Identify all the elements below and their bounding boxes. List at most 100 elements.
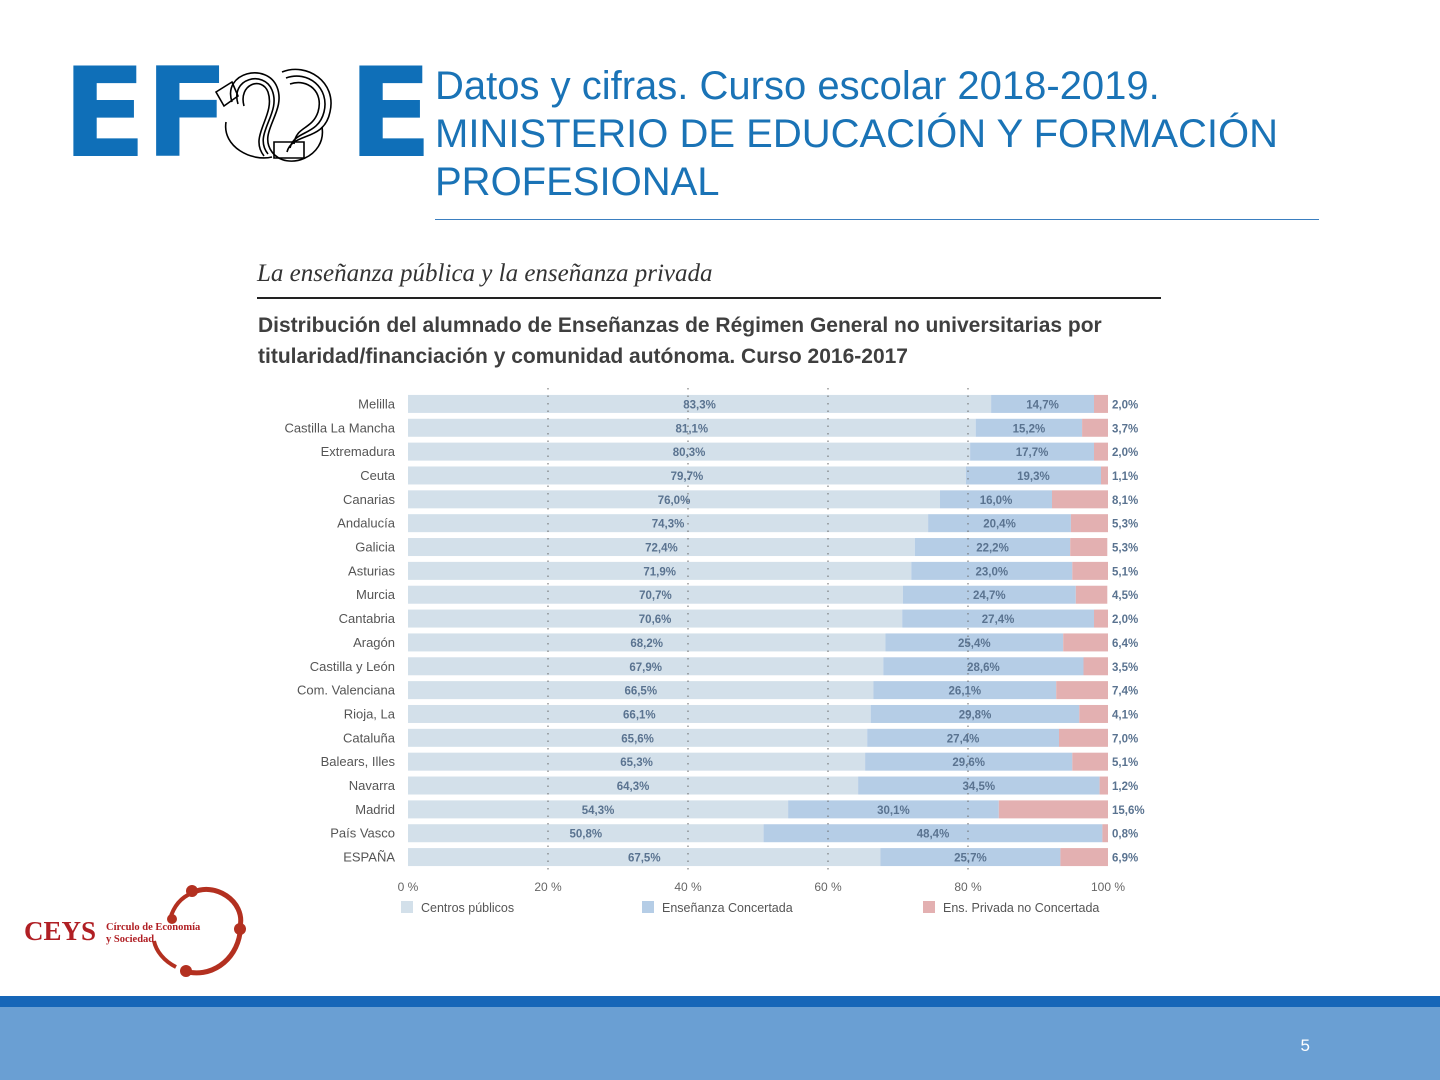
data-label: 1,2% [1112, 781, 1138, 793]
bar-segment [408, 848, 881, 867]
data-label: 7,0% [1112, 733, 1138, 745]
bar-segment [1056, 681, 1108, 700]
bar-segment [1060, 848, 1108, 867]
section-title: La enseñanza pública y la enseñanza priv… [257, 260, 713, 287]
bar-segment [975, 418, 1083, 437]
category-label: Balears, Illes [321, 754, 396, 769]
data-label: 66,1% [623, 709, 656, 721]
bar-segment [998, 800, 1108, 819]
data-label: 14,7% [1026, 399, 1059, 411]
header-divider [435, 219, 1319, 220]
x-tick-label: 20 % [534, 880, 562, 894]
data-label: 67,9% [629, 662, 662, 674]
category-label: Cataluña [343, 730, 396, 745]
bar-segment [408, 585, 903, 604]
page-number: 5 [1300, 1036, 1310, 1055]
ceys-subtitle-1: Círculo de Economía [106, 922, 201, 933]
x-tick-label: 60 % [814, 880, 842, 894]
data-label: 79,7% [671, 471, 704, 483]
category-label: Ceuta [360, 468, 395, 483]
bar-segment [408, 776, 859, 795]
bar-segment [408, 538, 915, 557]
legend-label: Enseñanza Concertada [662, 901, 793, 915]
category-label: Com. Valenciana [297, 683, 396, 698]
bar-segment [408, 752, 866, 771]
category-label: Melilla [358, 396, 396, 411]
data-label: 2,0% [1112, 447, 1138, 459]
bar-segment [883, 657, 1084, 676]
bar-segment [865, 752, 1073, 771]
bar-segment [408, 800, 789, 819]
x-tick-label: 100 % [1091, 880, 1125, 894]
x-tick-label: 80 % [954, 880, 982, 894]
bar-segment [885, 633, 1064, 652]
bar-segment [1063, 633, 1108, 652]
data-label: 48,4% [917, 829, 950, 841]
data-label: 50,8% [569, 829, 602, 841]
footer-band [0, 996, 1440, 1080]
data-label: 70,6% [639, 614, 672, 626]
category-label: Extremadura [321, 444, 396, 459]
bar-segment [880, 848, 1061, 867]
bar-segment [991, 394, 1094, 413]
bar-segment [1094, 442, 1108, 461]
data-label: 65,6% [621, 733, 654, 745]
data-label: 4,1% [1112, 709, 1138, 721]
data-label: 1,1% [1112, 471, 1138, 483]
bar-segment [408, 633, 886, 652]
data-label: 3,5% [1112, 662, 1138, 674]
data-label: 5,3% [1112, 543, 1138, 555]
bar-segment [870, 704, 1080, 723]
data-label: 67,5% [628, 853, 661, 865]
data-label: 70,7% [639, 590, 672, 602]
data-label: 29,6% [952, 757, 985, 769]
logo-text-e: E [348, 42, 433, 186]
bar-segment [1072, 752, 1108, 771]
data-label: 17,7% [1016, 447, 1049, 459]
logo-text-ef: EF [62, 42, 229, 186]
section-divider [257, 297, 1161, 299]
data-label: 68,2% [630, 638, 663, 650]
data-label: 19,3% [1017, 471, 1050, 483]
legend-swatch [401, 901, 413, 913]
bar-segment [1094, 609, 1108, 628]
efqe-logo: EF E [62, 44, 433, 184]
bar-segment [1083, 657, 1108, 676]
bar-segment [858, 776, 1100, 795]
x-tick-label: 40 % [674, 880, 702, 894]
data-label: 25,4% [958, 638, 991, 650]
category-label: Castilla La Mancha [284, 420, 395, 435]
data-label: 34,5% [963, 781, 996, 793]
bar-segment [408, 657, 884, 676]
data-label: 29,8% [959, 709, 992, 721]
bar-segment [1079, 704, 1108, 723]
data-label: 2,0% [1112, 399, 1138, 411]
category-label: Navarra [349, 778, 396, 793]
category-label: Aragón [353, 635, 395, 650]
data-label: 71,9% [643, 566, 676, 578]
bar-segment [408, 681, 874, 700]
bar-segment [965, 466, 1101, 485]
data-label: 2,0% [1112, 614, 1138, 626]
category-label: Murcia [356, 587, 396, 602]
data-label: 76,0% [658, 495, 691, 507]
footer-stripe [0, 996, 1440, 1007]
data-label: 20,4% [983, 519, 1016, 531]
category-label: Andalucía [337, 516, 396, 531]
data-label: 25,7% [954, 853, 987, 865]
bar-segment [408, 466, 966, 485]
bar-segment [911, 561, 1073, 580]
bar-segment [1075, 585, 1108, 604]
data-label: 16,0% [980, 495, 1013, 507]
data-label: 7,4% [1112, 686, 1138, 698]
data-label: 30,1% [877, 805, 910, 817]
data-label: 23,0% [975, 566, 1008, 578]
category-label: ESPAÑA [343, 850, 395, 865]
bar-segment [1070, 538, 1108, 557]
data-label: 54,3% [582, 805, 615, 817]
data-label: 5,3% [1112, 519, 1138, 531]
data-label: 24,7% [973, 590, 1006, 602]
stacked-bar-chart: Melilla 83,3% 14,7% 2,0% Castilla La Mancha 8… [284, 388, 1145, 915]
bar-segment [408, 728, 868, 747]
bar-segment [408, 490, 940, 509]
